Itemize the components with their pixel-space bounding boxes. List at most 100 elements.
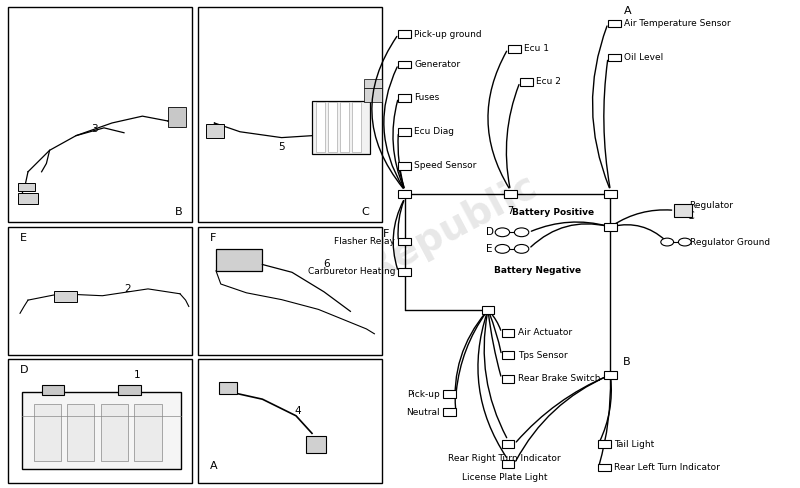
Text: License Plate Light: License Plate Light: [462, 473, 547, 482]
Bar: [398, 162, 411, 170]
Text: Oil Level: Oil Level: [624, 53, 663, 62]
Bar: [219, 382, 237, 394]
Text: Pick-up: Pick-up: [407, 390, 440, 399]
Bar: [216, 249, 262, 271]
Text: 7: 7: [507, 206, 514, 216]
Text: Carburetor Heating: Carburetor Heating: [308, 267, 395, 276]
Text: Battery Negative: Battery Negative: [494, 266, 582, 275]
Bar: [118, 385, 141, 395]
Bar: [502, 460, 514, 468]
Text: F: F: [382, 229, 389, 239]
Bar: [198, 359, 382, 483]
Circle shape: [514, 228, 529, 237]
Text: Speed Sensor: Speed Sensor: [414, 162, 477, 170]
Bar: [316, 102, 325, 152]
Text: Rear Brake Switch: Rear Brake Switch: [518, 374, 600, 383]
Bar: [608, 20, 621, 27]
Text: D: D: [486, 227, 494, 237]
Text: Air Temperature Sensor: Air Temperature Sensor: [624, 19, 730, 28]
Bar: [398, 268, 411, 276]
Bar: [502, 375, 514, 383]
Bar: [352, 102, 361, 152]
Circle shape: [678, 238, 691, 246]
Text: Neutral: Neutral: [406, 408, 440, 417]
Bar: [328, 102, 337, 152]
Text: Ecu Diag: Ecu Diag: [414, 127, 454, 136]
Bar: [604, 190, 617, 198]
Bar: [604, 371, 617, 379]
Bar: [504, 190, 517, 198]
Text: B: B: [622, 357, 630, 367]
Text: Tail Light: Tail Light: [614, 440, 654, 448]
Bar: [598, 464, 611, 471]
Text: B: B: [174, 207, 182, 217]
Text: 2: 2: [125, 284, 131, 294]
Bar: [482, 306, 494, 314]
Text: F: F: [210, 233, 216, 243]
Circle shape: [495, 228, 510, 237]
Text: Ecu 1: Ecu 1: [524, 44, 549, 53]
Bar: [306, 436, 326, 453]
Bar: [22, 392, 181, 469]
Bar: [8, 359, 192, 483]
Circle shape: [661, 238, 674, 246]
Bar: [502, 329, 514, 337]
Text: C: C: [362, 207, 370, 217]
Text: PartsRepublic: PartsRepublic: [257, 166, 543, 342]
Text: 1: 1: [134, 370, 141, 380]
Text: Tps Sensor: Tps Sensor: [518, 351, 567, 360]
Text: Regulator Ground: Regulator Ground: [690, 238, 770, 246]
Bar: [8, 227, 192, 355]
Bar: [42, 385, 64, 395]
Text: Air Actuator: Air Actuator: [518, 328, 572, 337]
Bar: [340, 102, 349, 152]
Bar: [398, 238, 411, 245]
Text: Flasher Relay: Flasher Relay: [334, 237, 395, 246]
Text: E: E: [486, 244, 493, 254]
Text: Ecu 2: Ecu 2: [536, 78, 561, 86]
Bar: [34, 404, 61, 461]
Text: E: E: [20, 233, 27, 243]
Text: Fuses: Fuses: [414, 93, 440, 102]
Text: C: C: [686, 211, 694, 221]
Circle shape: [495, 244, 510, 253]
Bar: [598, 440, 611, 448]
Bar: [508, 45, 521, 53]
Bar: [608, 54, 621, 61]
Text: Generator: Generator: [414, 60, 461, 69]
Bar: [398, 128, 411, 136]
Text: 4: 4: [294, 406, 301, 416]
Circle shape: [514, 244, 529, 253]
Bar: [443, 408, 456, 416]
Bar: [67, 404, 94, 461]
Text: Rear Left Turn Indicator: Rear Left Turn Indicator: [614, 463, 720, 472]
Text: A: A: [624, 6, 632, 16]
Text: A: A: [210, 461, 218, 471]
Bar: [520, 78, 533, 86]
Bar: [8, 7, 192, 222]
Bar: [198, 227, 382, 355]
Text: Rear Right Turn Indicator: Rear Right Turn Indicator: [449, 454, 561, 463]
Bar: [443, 390, 456, 398]
Text: 6: 6: [323, 260, 330, 269]
Bar: [206, 124, 224, 138]
Bar: [364, 79, 382, 88]
Bar: [18, 183, 35, 191]
Bar: [398, 30, 411, 38]
Bar: [674, 204, 692, 217]
Text: D: D: [20, 365, 29, 375]
Text: Battery Positive: Battery Positive: [512, 208, 594, 217]
Text: Regulator: Regulator: [690, 202, 734, 210]
Text: Pick-up ground: Pick-up ground: [414, 30, 482, 39]
Bar: [398, 61, 411, 68]
Bar: [134, 404, 162, 461]
Bar: [198, 7, 382, 222]
Bar: [604, 223, 617, 231]
Bar: [312, 101, 370, 154]
Text: 3: 3: [91, 124, 98, 134]
Bar: [502, 440, 514, 448]
Text: 5: 5: [278, 142, 285, 152]
Bar: [54, 291, 77, 302]
Bar: [398, 190, 411, 198]
Bar: [101, 404, 128, 461]
